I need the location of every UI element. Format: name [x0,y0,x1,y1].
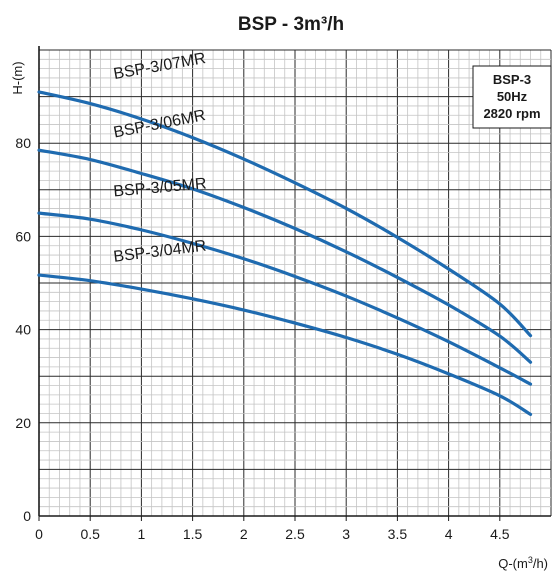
chart-title: BSP - 3m³/h [238,14,344,35]
x-tick-label: 0.5 [80,526,100,542]
x-tick-label: 4 [445,526,453,542]
info-speed: 2820 rpm [483,106,540,121]
info-model: BSP-3 [493,72,531,87]
series-curve-bsp-3-06mr [37,148,533,364]
x-tick-label: 1 [138,526,146,542]
y-tick-label: 0 [23,508,31,524]
tick-labels: 0 0.5 1 1.5 2 2.5 3 3.5 4 4.5 0 20 40 60 80 [15,135,509,542]
x-tick-label: 2 [240,526,248,542]
y-tick-label: 20 [15,415,31,431]
series-label: BSP-3/05MR [113,175,208,200]
info-box-frame [472,65,552,129]
y-tick-label: 80 [15,135,31,151]
x-tick-label: 4.5 [490,526,510,542]
x-tick-label: 0 [35,526,43,542]
x-tick-label: 2.5 [285,526,305,542]
x-axis-label: Q-(m3/h) [498,555,548,571]
info-box: BSP-3 50Hz 2820 rpm [472,65,552,129]
info-frequency: 50Hz [497,89,528,104]
y-axis-label: H-(m) [10,61,25,94]
series-curve-bsp-3-07mr [37,90,533,338]
y-tick-label: 40 [15,322,31,338]
series-curve-bsp-3-04mr [37,273,533,417]
x-tick-label: 1.5 [183,526,203,542]
x-tick-label: 3.5 [388,526,408,542]
grid [38,49,552,517]
series-curves [37,90,533,417]
y-tick-label: 60 [15,228,31,244]
x-tick-label: 3 [342,526,350,542]
series-curve-bsp-3-05mr [37,211,533,386]
